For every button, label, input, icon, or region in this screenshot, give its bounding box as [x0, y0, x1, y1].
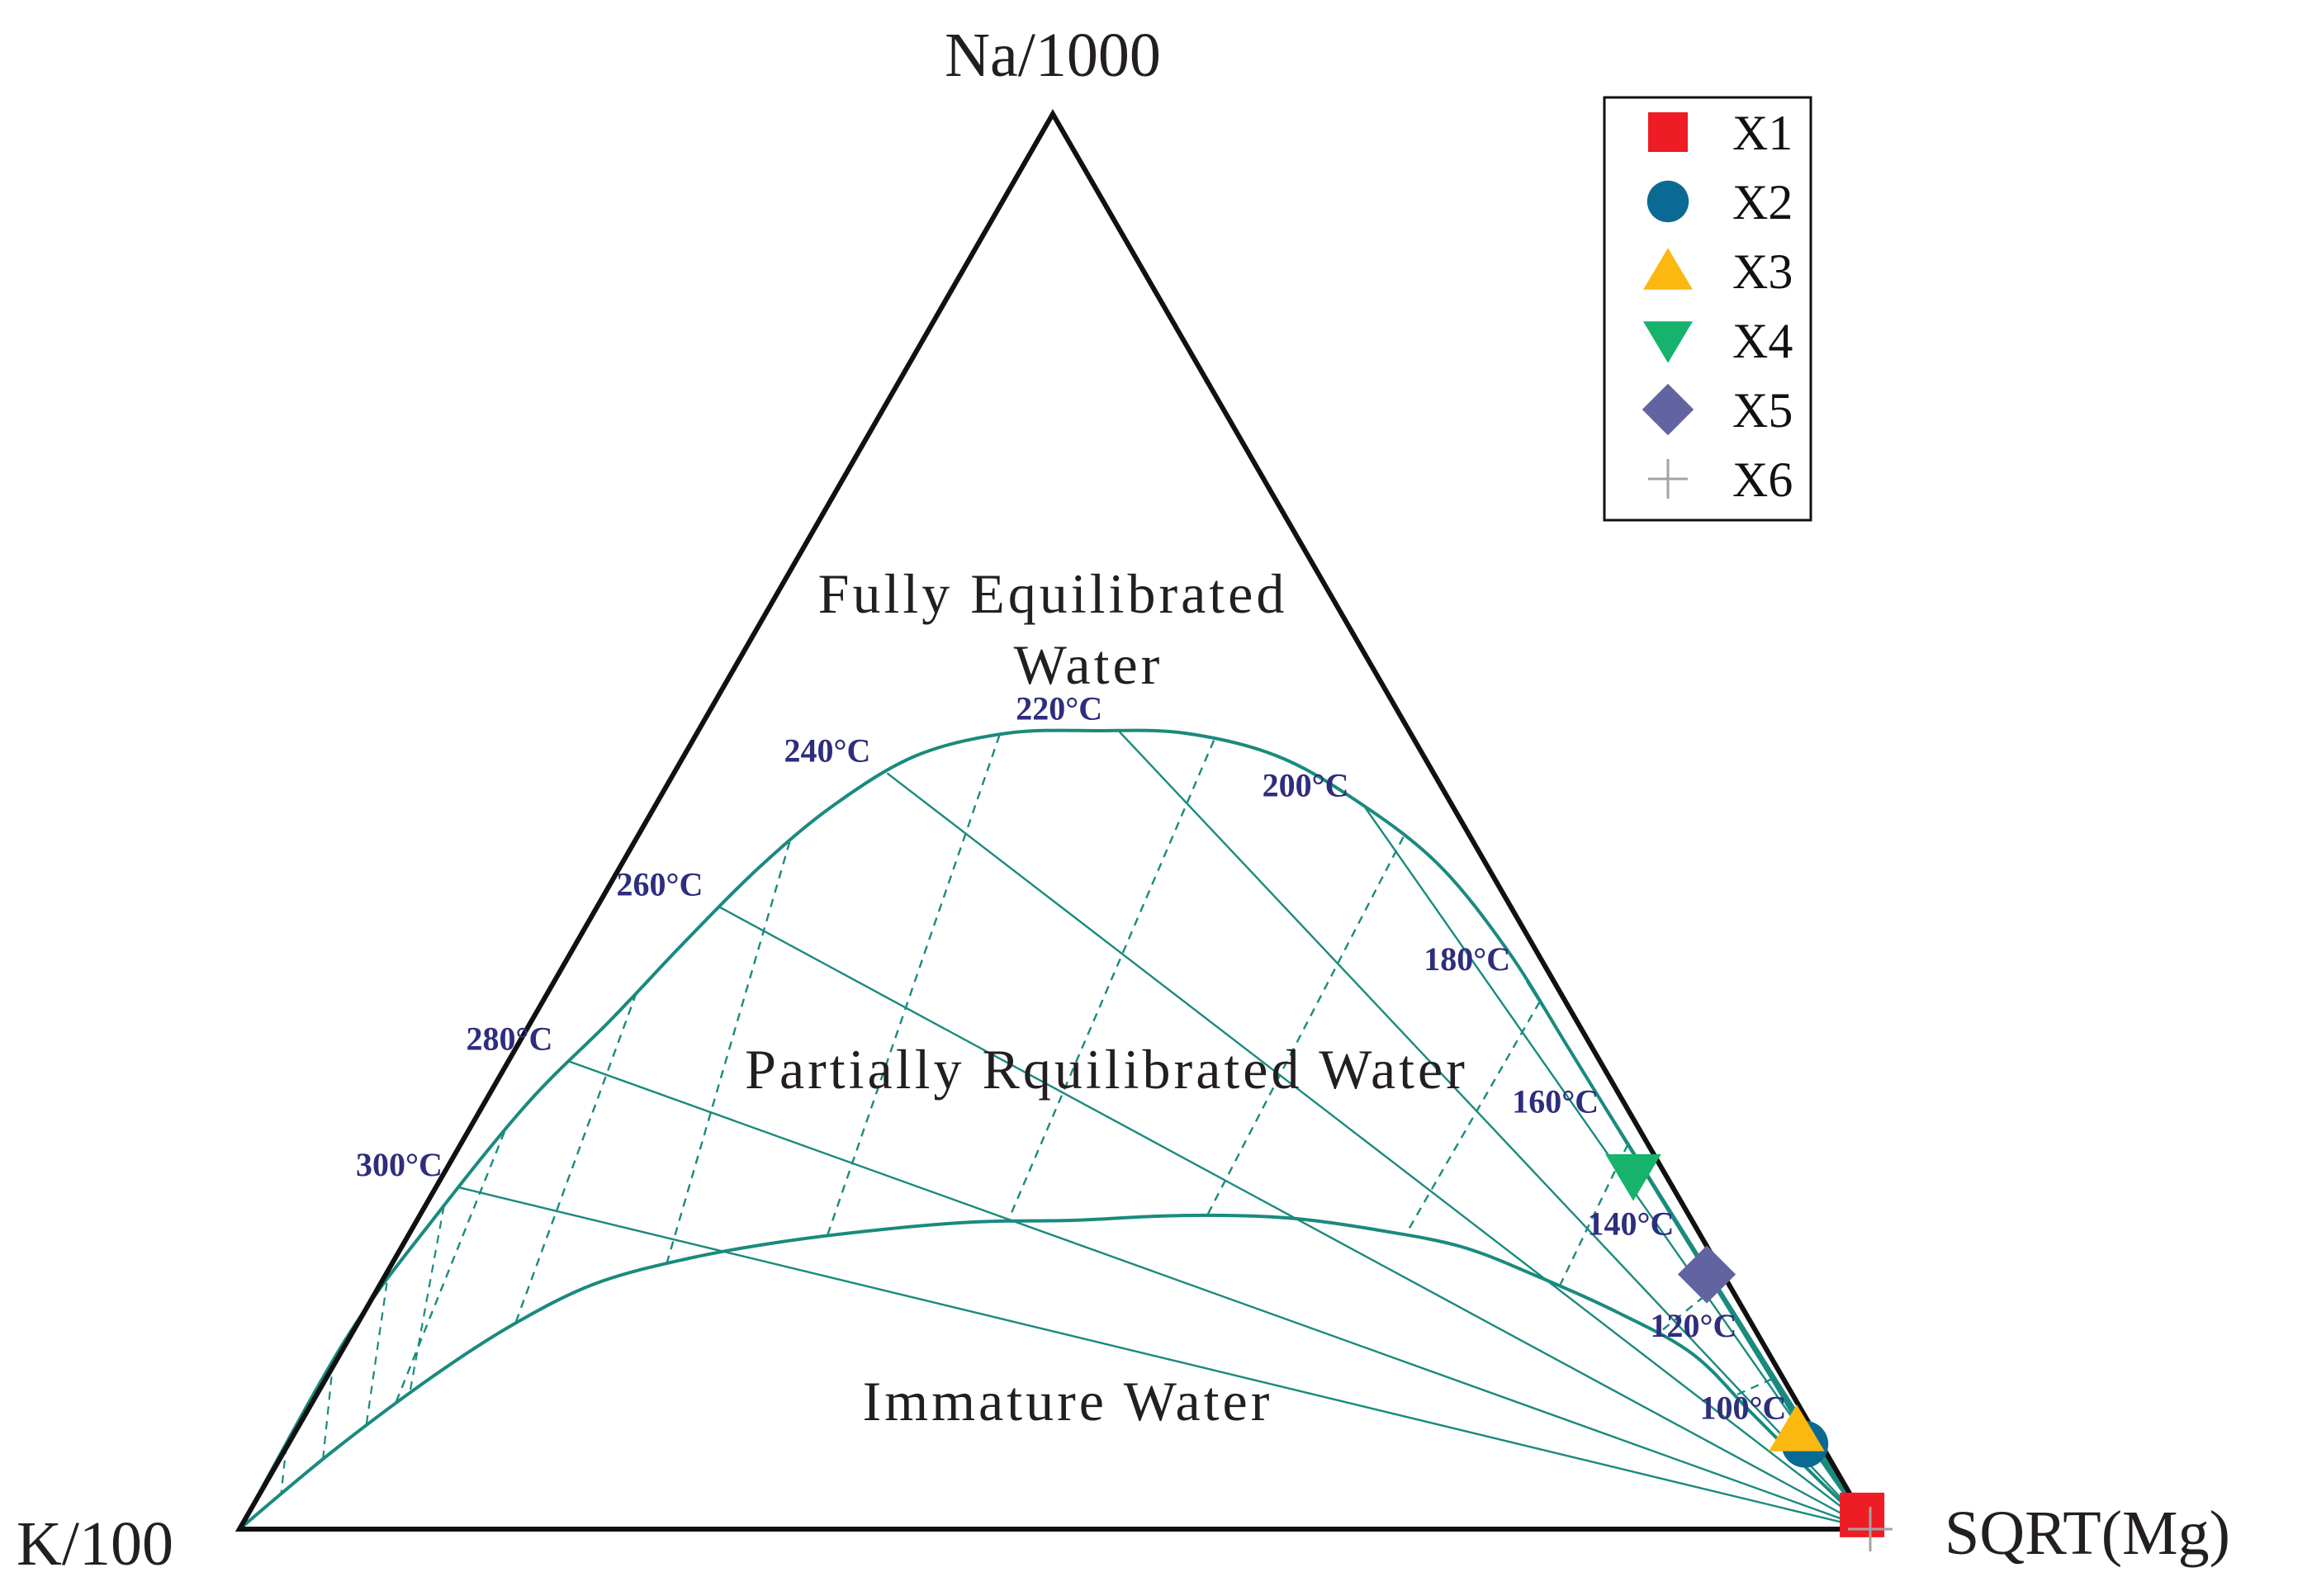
region-label-immature: Immature Water [863, 1370, 1273, 1433]
data-markers [1605, 1153, 1893, 1551]
data-point-x4 [1605, 1153, 1661, 1201]
data-point-x3 [1769, 1404, 1825, 1452]
temperature-label: 140°C [1588, 1205, 1675, 1243]
temperature-labels: 300°C 280°C 260°C 240°C 220°C 200°C 180°C 160°C… [356, 690, 1786, 1427]
partial-equilibrium-curve [238, 1213, 1872, 1531]
kna-isotherm-line [365, 1282, 388, 1427]
kna-isotherm-line [1206, 836, 1405, 1216]
legend-marker-x6 [1648, 459, 1688, 499]
isotherm-line [886, 772, 1871, 1530]
isotherm-line [568, 1060, 1871, 1531]
data-point-x1 [1840, 1492, 1885, 1537]
legend-label-x4: X4 [1732, 314, 1793, 368]
region-label-full-line1: Fully Equilibrated [818, 562, 1288, 625]
temperature-label: 200°C [1263, 766, 1349, 803]
legend-marker-x4 [1643, 321, 1693, 363]
isotherm-line [1118, 730, 1871, 1530]
legend-label-x3: X3 [1732, 244, 1793, 299]
data-point-x5 [1677, 1245, 1736, 1304]
temperature-label: 220°C [1016, 690, 1102, 727]
kna-isotherm-line [1734, 1378, 1773, 1397]
equilibrium-curves [238, 728, 1872, 1531]
temperature-label: 180°C [1424, 940, 1510, 978]
vertex-label-na: Na/1000 [945, 21, 1161, 90]
ternary-triangle [235, 108, 1875, 1532]
legend: X1 X2 X3 X4 X5 X6 [1603, 96, 1812, 522]
temperature-label: 300°C [356, 1146, 443, 1183]
temperature-label: 280°C [467, 1021, 553, 1058]
kna-isotherm-line [826, 734, 1001, 1237]
legend-label-x5: X5 [1732, 383, 1793, 438]
kna-isotherm-line [1007, 740, 1215, 1222]
legend-label-x2: X2 [1732, 175, 1793, 230]
temperature-label: 100°C [1700, 1389, 1787, 1426]
kna-isotherm-line [409, 1205, 445, 1395]
legend-label-x6: X6 [1732, 452, 1793, 507]
kna-isotherm-line [1404, 1001, 1541, 1236]
legend-label-x1: X1 [1732, 106, 1793, 160]
full-equilibrium-curve [238, 728, 1872, 1531]
temperature-label: 240°C [784, 732, 871, 769]
kna-isotherm-line [1558, 1144, 1629, 1287]
region-label-full-line2: Water [1014, 633, 1163, 696]
legend-box [1603, 96, 1812, 522]
vertex-label-k: K/100 [17, 1509, 173, 1579]
temperature-label: 260°C [617, 866, 704, 903]
kna-isotherm-line [322, 1362, 334, 1460]
temperature-label: 120°C [1651, 1307, 1737, 1344]
legend-marker-x2 [1646, 180, 1689, 223]
legend-marker-x3 [1643, 248, 1693, 290]
temperature-label: 160°C [1512, 1082, 1599, 1120]
isotherm-line [458, 1186, 1871, 1531]
kna-isotherm-line [394, 1131, 506, 1405]
legend-marker-x1 [1648, 112, 1688, 152]
kna-isotherm-line [1656, 1286, 1717, 1335]
data-point-x6 [1848, 1507, 1893, 1551]
legend-items: X1 X2 X3 X4 X5 X6 [1642, 106, 1793, 507]
legend-marker-x5 [1642, 383, 1694, 436]
vertex-label-mg: SQRT(Mg) [1945, 1499, 2230, 1568]
region-label-partial: Partially Rquilibrated Water [745, 1038, 1468, 1101]
